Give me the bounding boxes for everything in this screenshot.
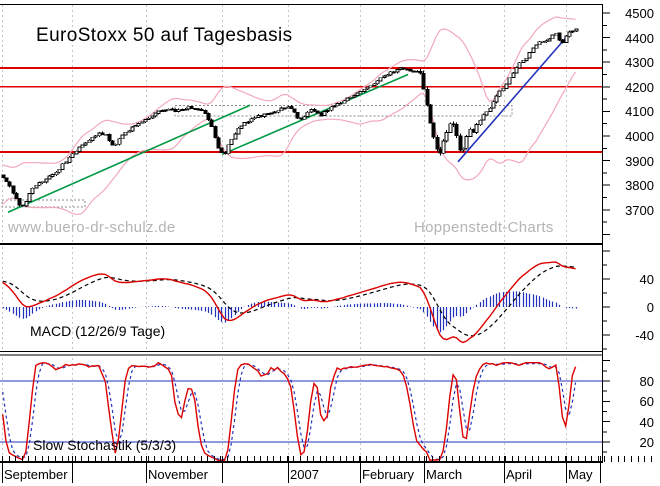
price-axis-label-4400: 4400	[625, 31, 654, 46]
price-axis-label-4100: 4100	[625, 104, 654, 119]
watermark-hoppenstedt-charts: Hoppenstedt-Charts	[414, 219, 554, 236]
month-label-february: February	[362, 467, 415, 482]
macd-axis-label-40: 40	[639, 272, 654, 287]
chart-title: EuroStoxx 50 auf Tagesbasis	[36, 25, 293, 46]
month-label-march: March	[426, 467, 463, 482]
watermark-buero-dr-schulz: www.buero-dr-schulz.de	[8, 219, 176, 236]
month-label-2007: 2007	[290, 467, 319, 482]
month-label-september: September	[4, 467, 68, 482]
price-axis-label-3700: 3700	[625, 203, 654, 218]
price-axis-label-3900: 3900	[625, 154, 654, 169]
price-axis-label-4300: 4300	[625, 55, 654, 70]
price-axis-label-4200: 4200	[625, 80, 654, 95]
price-axis-label-3800: 3800	[625, 178, 654, 193]
stochastic-axis-label-80: 80	[639, 374, 654, 389]
macd-axis-label-0: 0	[646, 300, 654, 315]
price-axis-label-4500: 4500	[625, 6, 654, 21]
stochastic-axis-label-20: 20	[639, 435, 654, 450]
macd-panel-label: MACD (12/26/9 Tage)	[30, 323, 166, 339]
macd-axis-label--40: -40	[635, 328, 654, 343]
month-label-november: November	[148, 467, 208, 482]
stochastic-axis-label-60: 60	[639, 394, 654, 409]
stochastic-axis-label-40: 40	[639, 415, 654, 430]
month-label-april: April	[506, 467, 533, 482]
price-axis-label-4000: 4000	[625, 129, 654, 144]
month-label-may: May	[568, 467, 593, 482]
stochastic-panel-label: Slow Stochastik (5/3/3)	[33, 437, 177, 453]
